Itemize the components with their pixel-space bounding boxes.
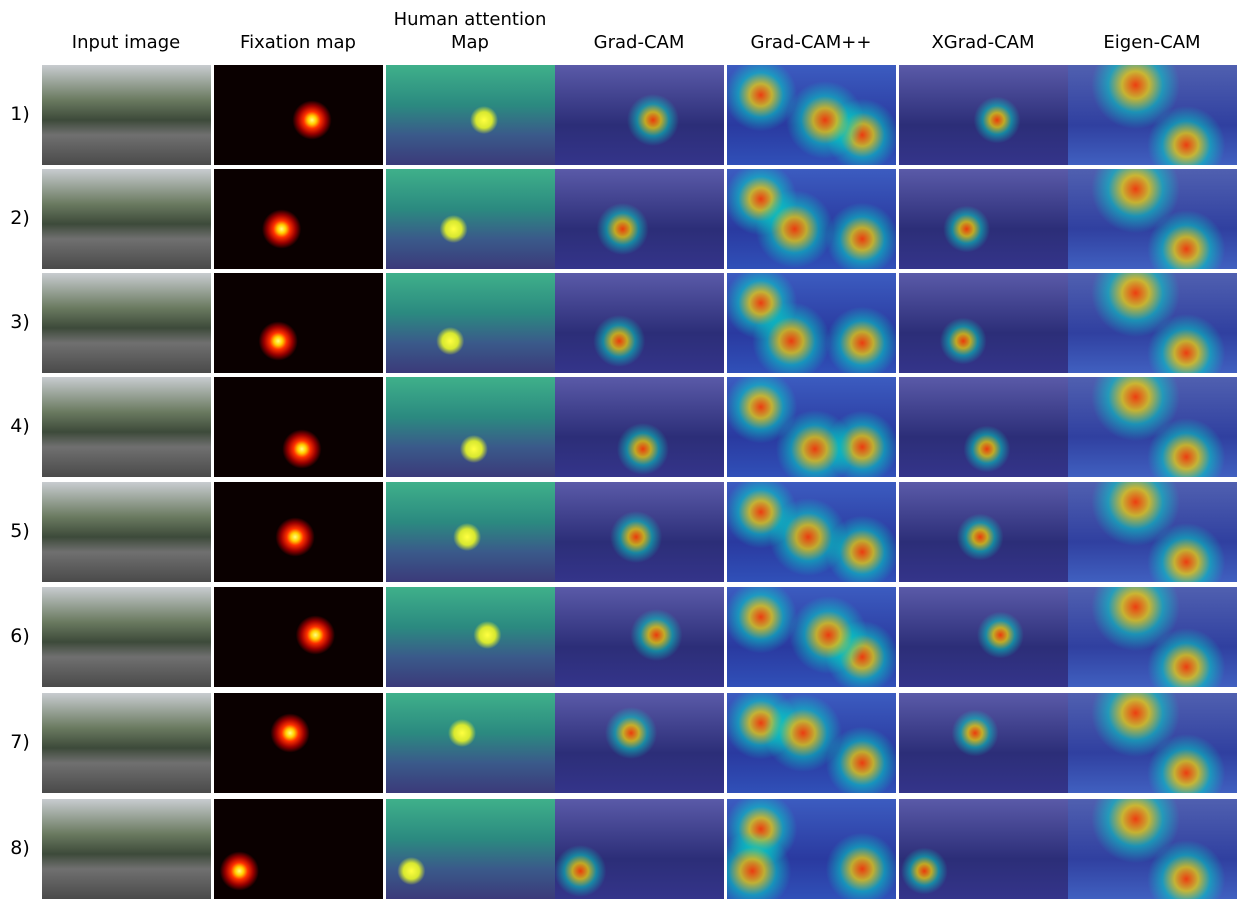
image-cell [899, 169, 1068, 269]
image-cell [42, 65, 211, 165]
column-header: Input image [46, 0, 206, 62]
image-cell [1068, 482, 1237, 582]
image-cell [386, 799, 555, 899]
image-cell [1068, 65, 1237, 165]
image-cell [727, 587, 896, 687]
image-cell [899, 377, 1068, 477]
image-cell [42, 587, 211, 687]
image-cell [555, 377, 724, 477]
image-cell [899, 273, 1068, 373]
image-cell [1068, 169, 1237, 269]
image-cell [727, 273, 896, 373]
image-cell [386, 65, 555, 165]
row-label: 3) [0, 311, 40, 333]
image-cell [727, 799, 896, 899]
image-cell [555, 587, 724, 687]
row-label: 7) [0, 731, 40, 753]
image-cell [727, 65, 896, 165]
image-cell [555, 799, 724, 899]
image-cell [386, 693, 555, 793]
image-cell [386, 482, 555, 582]
image-cell [555, 169, 724, 269]
image-cell [214, 169, 383, 269]
image-cell [214, 65, 383, 165]
image-cell [214, 377, 383, 477]
image-cell [42, 377, 211, 477]
column-header: Eigen-CAM [1072, 0, 1232, 62]
image-cell [899, 799, 1068, 899]
image-cell [214, 273, 383, 373]
row-label: 4) [0, 415, 40, 437]
image-cell [1068, 799, 1237, 899]
column-header: Human attention Map [390, 0, 550, 62]
row-label: 2) [0, 207, 40, 229]
figure: Input imageFixation mapHuman attention M… [0, 0, 1237, 903]
image-cell [899, 693, 1068, 793]
image-cell [42, 273, 211, 373]
column-header: XGrad-CAM [903, 0, 1063, 62]
image-cell [727, 693, 896, 793]
row-label: 6) [0, 625, 40, 647]
image-cell [555, 65, 724, 165]
image-cell [214, 799, 383, 899]
image-cell [42, 169, 211, 269]
image-cell [1068, 377, 1237, 477]
row-label: 1) [0, 103, 40, 125]
image-cell [214, 482, 383, 582]
image-cell [42, 799, 211, 899]
image-cell [1068, 693, 1237, 793]
image-cell [214, 587, 383, 687]
column-header: Grad-CAM++ [731, 0, 891, 62]
row-label: 5) [0, 520, 40, 542]
column-header: Grad-CAM [559, 0, 719, 62]
image-cell [386, 377, 555, 477]
image-cell [727, 377, 896, 477]
image-cell [899, 587, 1068, 687]
image-cell [386, 169, 555, 269]
image-cell [42, 693, 211, 793]
image-cell [555, 693, 724, 793]
image-cell [42, 482, 211, 582]
image-cell [1068, 273, 1237, 373]
image-cell [899, 482, 1068, 582]
image-cell [727, 482, 896, 582]
image-cell [555, 273, 724, 373]
image-cell [899, 65, 1068, 165]
image-cell [386, 587, 555, 687]
image-cell [1068, 587, 1237, 687]
image-cell [214, 693, 383, 793]
row-label: 8) [0, 837, 40, 859]
image-cell [727, 169, 896, 269]
image-cell [555, 482, 724, 582]
column-header: Fixation map [218, 0, 378, 62]
image-cell [386, 273, 555, 373]
